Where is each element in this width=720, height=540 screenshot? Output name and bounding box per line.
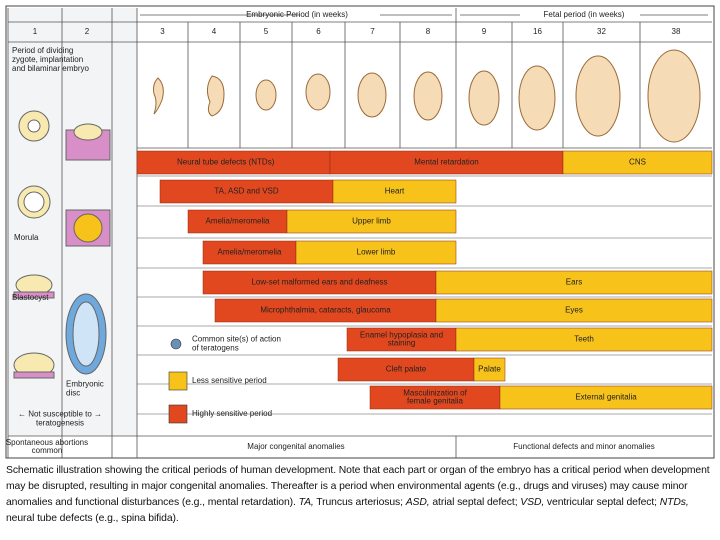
stage-note: zygote, implantation [12, 55, 83, 64]
week-number: 5 [264, 27, 269, 36]
stage-note: ← Not susceptible to → [18, 410, 102, 419]
week-number: 38 [672, 27, 681, 36]
legend-label: Less sensitive period [192, 376, 267, 385]
bottom-label: Major congenital anomalies [247, 442, 344, 451]
caption-text: NTDs, [659, 497, 689, 508]
embryo-7 [357, 72, 387, 118]
bar-label: Lower limb [357, 248, 396, 257]
week-number: 16 [533, 27, 542, 36]
bar-label: Low-set malformed ears and deafness [251, 278, 387, 287]
embryo-16 [518, 65, 556, 131]
bottom-label: Functional defects and minor anomalies [513, 442, 654, 451]
legend-label: Highly sensitive period [192, 409, 272, 418]
caption: Schematic illustration showing the criti… [6, 463, 714, 527]
week-number: 32 [597, 27, 606, 36]
bar-label: Masculinization of [403, 389, 467, 398]
legend-label: Common site(s) of action [192, 335, 281, 344]
sensitivity-bar [499, 385, 713, 410]
sensitivity-bar [455, 327, 713, 352]
sensitivity-bar [286, 209, 457, 234]
bar-label: Upper limb [352, 217, 391, 226]
bar-label: Ears [566, 278, 582, 287]
week-number: 4 [212, 27, 217, 36]
stage-note: and bilaminar embryo [12, 64, 89, 73]
sensitivity-bar [473, 357, 506, 382]
bar-label: Amelia/meromelia [217, 248, 282, 257]
legend-symbol [168, 404, 188, 424]
bar-label: Microphthalmia, cataracts, glaucoma [260, 306, 391, 315]
embryo-8 [413, 71, 443, 121]
stage-number: 1 [33, 27, 38, 36]
sensitivity-bar [435, 270, 713, 295]
bottom-label: common [32, 446, 63, 455]
week-number: 9 [482, 27, 487, 36]
bar-label: External genitalia [575, 393, 637, 402]
embryo-9 [468, 70, 500, 126]
bar-label: Heart [385, 187, 405, 196]
stage-note: Period of dividing [12, 46, 73, 55]
sensitivity-bar [562, 150, 713, 175]
caption-text: TA, [298, 497, 314, 508]
bar-label: Cleft palate [386, 365, 427, 374]
fetal-period-label: Fetal period (in weeks) [544, 10, 625, 19]
caption-text: ventricular septal defect; [544, 497, 660, 508]
embryo-38 [647, 49, 701, 143]
implantation-cell [73, 123, 103, 141]
sensitivity-bar [332, 179, 457, 204]
sensitivity-bar [435, 298, 713, 323]
bar-label: Eyes [565, 306, 583, 315]
bar-label: Mental retardation [414, 158, 478, 167]
embryonic-disc-inner [72, 301, 100, 367]
week-number: 3 [160, 27, 165, 36]
caption-text: VSD, [520, 497, 545, 508]
legend-symbol [170, 338, 182, 350]
embryo-5 [255, 79, 277, 111]
week-number: 8 [426, 27, 431, 36]
week-number: 6 [316, 27, 321, 36]
caption-text: Schematic illustration showing the criti… [6, 465, 710, 508]
bar-label: Palate [478, 365, 501, 374]
bar-label: staining [388, 339, 416, 348]
endometrium [13, 291, 55, 299]
week-number: 7 [370, 27, 375, 36]
stage-note: Embryonic [66, 380, 104, 389]
stage-note: teratogenesis [36, 419, 84, 428]
embryo-illustrations [153, 49, 701, 143]
embryo-6 [305, 73, 331, 111]
embryo-32 [575, 55, 621, 137]
bar-label: Teeth [574, 335, 594, 344]
bar-label: Amelia/meromelia [205, 217, 270, 226]
stage-note: Morula [14, 233, 39, 242]
bar-label: Neural tube defects (NTDs) [177, 158, 275, 167]
embryo-3 [153, 77, 164, 115]
legend-label: of teratogens [192, 344, 239, 353]
caption-text: neural tube defects (e.g., spina bifida)… [6, 513, 179, 524]
stage-number: 2 [85, 27, 90, 36]
bar-label: Enamel hypoplasia and [360, 331, 443, 340]
caption-text: ASD, [405, 497, 430, 508]
bottom-label: Spontaneous abortions [6, 438, 88, 447]
endometrium-2 [13, 371, 55, 379]
bar-label: CNS [629, 158, 646, 167]
sensitivity-bar [295, 240, 457, 265]
stage-note: disc [66, 389, 80, 398]
bar-label: TA, ASD and VSD [214, 187, 279, 196]
stage-note: Blastocyst [12, 293, 49, 302]
bilaminar-cell [73, 213, 103, 243]
figure: Embryonic Period (in weeks) Fetal period … [5, 5, 715, 459]
zygote-inner [27, 119, 41, 133]
caption-text: atrial septal defect; [429, 497, 521, 508]
embryonic-period-label: Embryonic Period (in weeks) [246, 10, 348, 19]
stage-illustrations [13, 110, 111, 379]
bar-label: female genitalia [407, 397, 464, 406]
legend-symbol [168, 371, 188, 391]
embryo-4 [206, 75, 225, 117]
caption-text: Truncus arteriosus; [313, 497, 406, 508]
morula-inner [23, 191, 45, 213]
